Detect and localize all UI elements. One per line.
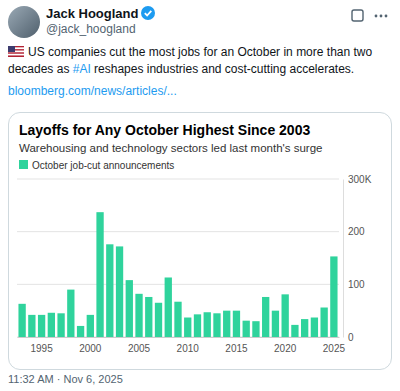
bar [87,315,94,337]
bar [48,313,55,337]
tweet-text-part: reshapes industries and cost-cutting acc… [91,62,354,76]
x-tick-label: 2020 [274,343,297,354]
x-tick-label: 2015 [225,343,248,354]
x-tick-label: 2025 [323,343,346,354]
x-axis: 1995 2000 2005 2010 2015 2020 2025 [18,337,346,354]
y-tick-label: 0 [348,332,354,343]
grid-line [17,179,339,180]
x-tick-label: 2000 [79,343,102,354]
grid-line [17,231,339,232]
flag-stripe [8,52,24,54]
x-tick: 2000 [79,337,102,354]
more-dot[interactable] [385,15,388,18]
bar [165,277,172,337]
chart: Layoffs for Any October Highest Since 20… [9,113,391,369]
avatar[interactable] [8,6,40,38]
bar [57,313,64,337]
tweet-text: US companies cut the most jobs for an Oc… [8,44,396,78]
more-dot[interactable] [380,15,383,18]
y-tick-label: 200 [348,226,365,237]
y-tick: 0 [343,332,354,343]
bar [96,212,103,337]
bar [77,326,84,337]
bar [194,314,201,337]
bar [106,244,113,337]
bar [233,311,240,337]
grid [17,179,339,337]
bar [28,315,35,337]
y-axis-line [343,180,344,338]
timestamp[interactable]: 11:32 AM · Nov 6, 2025 [8,373,123,385]
tweet-link[interactable]: bloomberg.com/news/articles/... [8,84,177,98]
bar [38,315,45,337]
x-tick: 2010 [177,337,200,354]
legend-label: October job-cut announcements [32,160,174,171]
bar [213,313,220,337]
x-tick: 1995 [30,337,53,354]
bar [184,318,191,337]
bar [291,325,298,337]
bar [243,321,250,337]
bar [252,321,259,337]
header-icons [350,8,394,24]
bar [126,280,133,337]
bar [204,312,211,337]
bar [330,256,337,337]
badge-check [145,11,152,16]
x-tick: 2005 [128,337,151,354]
bar [282,294,289,337]
bars [18,212,337,337]
bar [145,297,152,337]
x-tick: 2025 [323,337,346,354]
y-axis: 0 100 200 300K [343,174,372,343]
grid-line [17,284,339,285]
x-tick-label: 2005 [128,343,151,354]
bar [116,246,123,337]
bar [135,294,142,337]
bar [311,318,318,337]
bar [272,311,279,337]
bar [320,308,327,337]
x-tick-label: 1995 [30,343,53,354]
author-name[interactable]: Jack Hoogland [46,6,138,21]
author-row: Jack Hoogland [46,6,155,21]
x-tick: 2015 [225,337,248,354]
flag-stripe [8,55,24,57]
y-tick-label: 100 [348,279,365,290]
y-tick: 200 [343,226,365,237]
hashtag[interactable]: #AI [73,62,91,76]
bar [301,319,308,337]
author-handle[interactable]: @jack_hoogland [46,22,136,36]
chart-title: Layoffs for Any October Highest Since 20… [19,122,310,138]
bar [67,290,74,337]
legend-swatch [19,160,28,169]
flag-stripe [8,54,24,56]
bar [155,303,162,337]
chart-subtitle: Warehousing and technology sectors led l… [19,142,323,154]
bar [18,304,25,337]
verified-badge [141,6,155,20]
y-tick-label: 300K [348,174,372,185]
x-axis-line [18,337,340,338]
x-tick: 2020 [274,337,297,354]
grok-icon[interactable] [352,10,363,21]
x-tick-label: 2010 [177,343,200,354]
bar [262,297,269,337]
bar [174,302,181,337]
bar [223,311,230,337]
badge-circle [141,6,155,20]
flag-canton [8,46,15,52]
chart-card[interactable]: Layoffs for Any October Highest Since 20… [8,112,392,370]
y-tick: 300K [343,174,372,185]
y-tick: 100 [343,279,365,290]
flag-icon [8,46,24,57]
more-dot[interactable] [375,15,378,18]
